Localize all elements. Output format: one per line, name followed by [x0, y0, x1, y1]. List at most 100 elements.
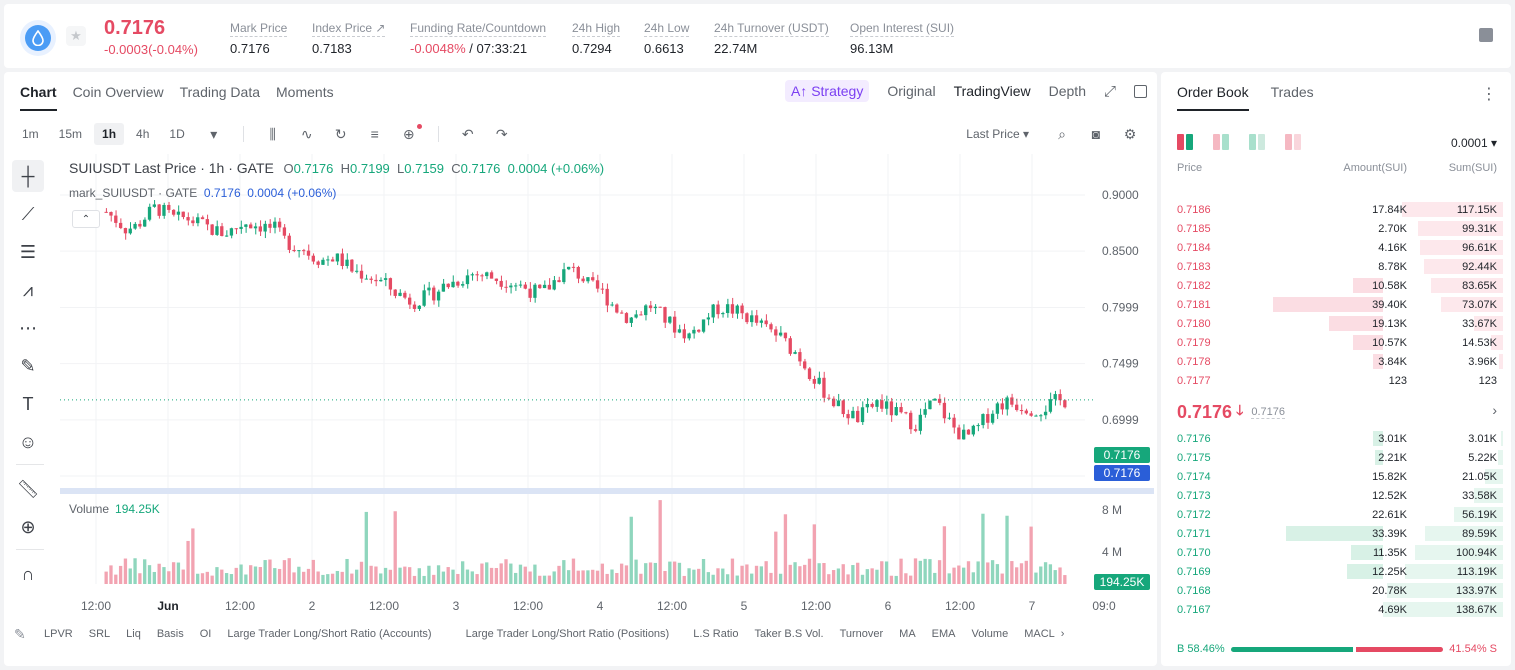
bid-row[interactable]: 0.7170 11.35K 100.94K: [1177, 543, 1503, 562]
strategy-button[interactable]: A↑ Strategy: [784, 80, 870, 102]
bid-row[interactable]: 0.7176 3.01K 3.01K: [1177, 429, 1503, 448]
chevron-right-icon[interactable]: ›: [1492, 402, 1497, 418]
candles-icon[interactable]: ⫼: [269, 126, 276, 142]
volume-bar: [831, 570, 836, 584]
tf-1h[interactable]: 1h: [94, 123, 125, 145]
more-icon[interactable]: ⋮: [1481, 86, 1497, 103]
ask-row[interactable]: 0.7183 8.78K 92.44K: [1177, 257, 1503, 276]
bid-row[interactable]: 0.7174 15.82K 21.05K: [1177, 467, 1503, 486]
tf-15m[interactable]: 15m: [58, 127, 83, 141]
tf-1m[interactable]: 1m: [22, 127, 39, 141]
indicator-ma[interactable]: MA: [899, 628, 916, 640]
indicator-ls-accounts[interactable]: Large Trader Long/Short Ratio (Accounts): [227, 628, 432, 640]
ask-sum: 3.96K: [1468, 355, 1497, 368]
candle-body: [942, 402, 947, 419]
channels-icon[interactable]: ☰: [19, 241, 37, 262]
refresh-icon[interactable]: ↻: [334, 126, 347, 142]
camera-icon[interactable]: ◙: [1091, 126, 1101, 142]
window-icon[interactable]: [1134, 84, 1147, 98]
ruler-icon[interactable]: 📏︎: [16, 478, 40, 499]
indicator-srl[interactable]: SRL: [88, 628, 111, 640]
mode-both-icon[interactable]: [1177, 134, 1193, 150]
price-type-select[interactable]: Last Price ▾: [966, 127, 1029, 141]
mode-bids-icon[interactable]: [1249, 134, 1265, 150]
trendline-icon[interactable]: ⟋: [21, 203, 35, 224]
indicator-lpvr[interactable]: LPVR: [44, 628, 73, 640]
indicator-volume[interactable]: Volume: [971, 628, 1009, 640]
tab-coin-overview[interactable]: Coin Overview: [72, 84, 164, 100]
tab-moments[interactable]: Moments: [276, 84, 334, 100]
search-icon[interactable]: ⌕: [1058, 126, 1066, 142]
depth-bar: [1415, 545, 1503, 560]
view-original[interactable]: Original: [887, 83, 936, 99]
ask-row[interactable]: 0.7180 19.13K 33.67K: [1177, 314, 1503, 333]
mode-asks-icon[interactable]: [1285, 134, 1301, 150]
bid-row[interactable]: 0.7172 22.61K 56.19K: [1177, 505, 1503, 524]
ask-row[interactable]: 0.7182 10.58K 83.65K: [1177, 276, 1503, 295]
tab-trades[interactable]: Trades: [1270, 84, 1314, 100]
ask-row[interactable]: 0.7181 39.40K 73.07K: [1177, 295, 1503, 314]
magnet-icon[interactable]: ∩: [21, 563, 35, 584]
indicator-macd[interactable]: MACL: [1024, 628, 1055, 640]
candle-body: [326, 259, 330, 261]
list-icon[interactable]: ≡: [370, 126, 379, 142]
volume-bar: [615, 572, 619, 584]
pattern-icon[interactable]: ⩘: [22, 279, 34, 300]
bid-row[interactable]: 0.7173 12.52K 33.58K: [1177, 486, 1503, 505]
expand-icon[interactable]: ⤢: [1103, 82, 1116, 100]
ask-row[interactable]: 0.7186 17.84K 117.15K: [1177, 200, 1503, 219]
bid-row[interactable]: 0.7167 4.69K 138.67K: [1177, 600, 1503, 619]
crosshair-icon[interactable]: ┼: [12, 160, 44, 192]
indicator-oi[interactable]: OI: [199, 628, 212, 640]
chevron-right-icon[interactable]: ›: [1060, 628, 1065, 640]
ask-row[interactable]: 0.7185 2.70K 99.31K: [1177, 219, 1503, 238]
gear-icon[interactable]: ⚙: [1123, 126, 1137, 142]
ask-row[interactable]: 0.7178 3.84K 3.96K: [1177, 352, 1503, 371]
chart-tabs: Chart Coin Overview Trading Data Moments: [20, 84, 334, 111]
add-indicator-icon[interactable]: ⊕: [401, 124, 422, 141]
indicator-basis[interactable]: Basis: [156, 628, 184, 640]
volume-bar: [668, 561, 672, 584]
brush-icon[interactable]: ✎: [20, 355, 36, 376]
tf-4h[interactable]: 4h: [136, 127, 150, 141]
edit-icon[interactable]: ✎: [14, 626, 26, 642]
volume-bar: [725, 574, 730, 584]
stat-index-price[interactable]: Index Price ↗ 0.7183: [312, 21, 386, 56]
text-icon[interactable]: T: [22, 393, 34, 414]
indicator-turnover[interactable]: Turnover: [839, 628, 884, 640]
bid-row[interactable]: 0.7168 20.78K 133.97K: [1177, 581, 1503, 600]
precision-select[interactable]: 0.0001 ▾: [1450, 136, 1497, 150]
favorite-star-icon[interactable]: ★: [66, 26, 86, 46]
tab-trading-data[interactable]: Trading Data: [179, 84, 261, 100]
indicator-ema[interactable]: EMA: [931, 628, 956, 640]
undo-icon[interactable]: ↶: [461, 126, 474, 142]
ask-row[interactable]: 0.7184 4.16K 96.61K: [1177, 238, 1503, 257]
indicator-ls-ratio[interactable]: L.S Ratio: [693, 628, 739, 640]
tab-chart[interactable]: Chart: [20, 84, 57, 111]
indicator-liq[interactable]: Liq: [126, 628, 141, 640]
ask-amount: 3.84K: [1378, 355, 1407, 368]
ask-row[interactable]: 0.7179 10.57K 14.53K: [1177, 333, 1503, 352]
chevron-down-icon[interactable]: ▾: [210, 126, 218, 142]
zoom-in-icon[interactable]: ⊕: [20, 516, 36, 537]
bid-row[interactable]: 0.7171 33.39K 89.59K: [1177, 524, 1503, 543]
bid-row[interactable]: 0.7175 2.21K 5.22K: [1177, 448, 1503, 467]
mode-split-icon[interactable]: [1213, 134, 1229, 150]
candle-body: [403, 292, 407, 298]
redo-icon[interactable]: ↷: [495, 126, 508, 142]
view-tradingview[interactable]: TradingView: [953, 83, 1031, 99]
bid-row[interactable]: 0.7169 12.25K 113.19K: [1177, 562, 1503, 581]
indicator-taker-vol[interactable]: Taker B.S Vol.: [754, 628, 824, 640]
indicators-icon[interactable]: ∿: [300, 126, 313, 142]
ask-row[interactable]: 0.7177 123 123: [1177, 371, 1503, 390]
tf-1d[interactable]: 1D: [169, 127, 185, 141]
view-depth[interactable]: Depth: [1048, 83, 1086, 99]
indicator-ls-positions[interactable]: Large Trader Long/Short Ratio (Positions…: [465, 628, 670, 640]
tab-order-book[interactable]: Order Book: [1177, 84, 1249, 111]
emoji-icon[interactable]: ☺: [18, 431, 38, 452]
book-icon[interactable]: [1479, 28, 1493, 42]
fib-icon[interactable]: ⋯: [19, 317, 37, 338]
collapse-legend-button[interactable]: ⌃: [72, 210, 100, 228]
time-axis-label: 3: [453, 599, 460, 610]
